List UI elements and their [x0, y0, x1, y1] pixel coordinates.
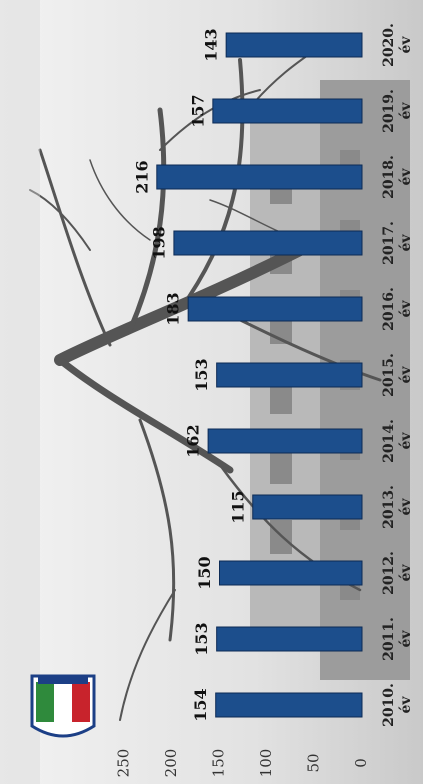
bar-2010 [215, 692, 363, 718]
bar-2018 [156, 164, 363, 190]
category-year-label: 2018. [381, 155, 397, 199]
category-year-label: 2010. [381, 683, 397, 727]
value-label: 115 [228, 490, 247, 523]
value-label: 150 [195, 556, 214, 589]
category-year-label: 2013. [381, 485, 397, 529]
bar-2017 [173, 230, 363, 256]
value-label: 153 [192, 622, 211, 655]
value-label: 216 [132, 160, 151, 193]
category-unit-label: év [398, 234, 414, 252]
category-year-label: 2015. [381, 353, 397, 397]
coat-of-arms-logo [30, 674, 96, 738]
category-year-label: 2019. [381, 89, 397, 133]
category-unit-label: év [398, 696, 414, 714]
category-unit-label: év [398, 432, 414, 450]
value-label: 157 [188, 94, 207, 127]
value-label: 183 [164, 292, 183, 325]
category-year-label: 2012. [381, 551, 397, 595]
y-tick-label: 150 [210, 749, 228, 778]
category-unit-label: év [398, 564, 414, 582]
category-year-label: 2014. [381, 419, 397, 463]
category-unit-label: év [398, 36, 414, 54]
category-unit-label: év [398, 630, 414, 648]
bar-2016 [187, 296, 363, 322]
category-year-label: 2017. [381, 221, 397, 265]
y-tick-label: 50 [305, 753, 323, 772]
bar-2020 [225, 32, 363, 58]
value-label: 143 [202, 28, 221, 61]
bar-2011 [216, 626, 363, 652]
category-unit-label: év [398, 168, 414, 186]
value-label: 154 [191, 688, 210, 721]
category-unit-label: év [398, 366, 414, 384]
value-label: 162 [184, 424, 203, 457]
category-year-label: 2020. [381, 23, 397, 67]
y-tick-label: 200 [162, 749, 180, 778]
bar-2014 [207, 428, 363, 454]
category-unit-label: év [398, 498, 414, 516]
bar-2013 [252, 494, 363, 520]
bar-2015 [216, 362, 363, 388]
y-tick-label: 0 [352, 758, 370, 768]
value-label: 198 [149, 226, 168, 259]
bar-2012 [219, 560, 363, 586]
category-unit-label: év [398, 300, 414, 318]
y-tick-label: 100 [257, 749, 275, 778]
y-tick-label: 250 [115, 749, 133, 778]
category-year-label: 2016. [381, 287, 397, 331]
value-label: 153 [192, 358, 211, 391]
bar-2019 [212, 98, 363, 124]
category-unit-label: év [398, 102, 414, 120]
category-year-label: 2011. [381, 617, 397, 661]
